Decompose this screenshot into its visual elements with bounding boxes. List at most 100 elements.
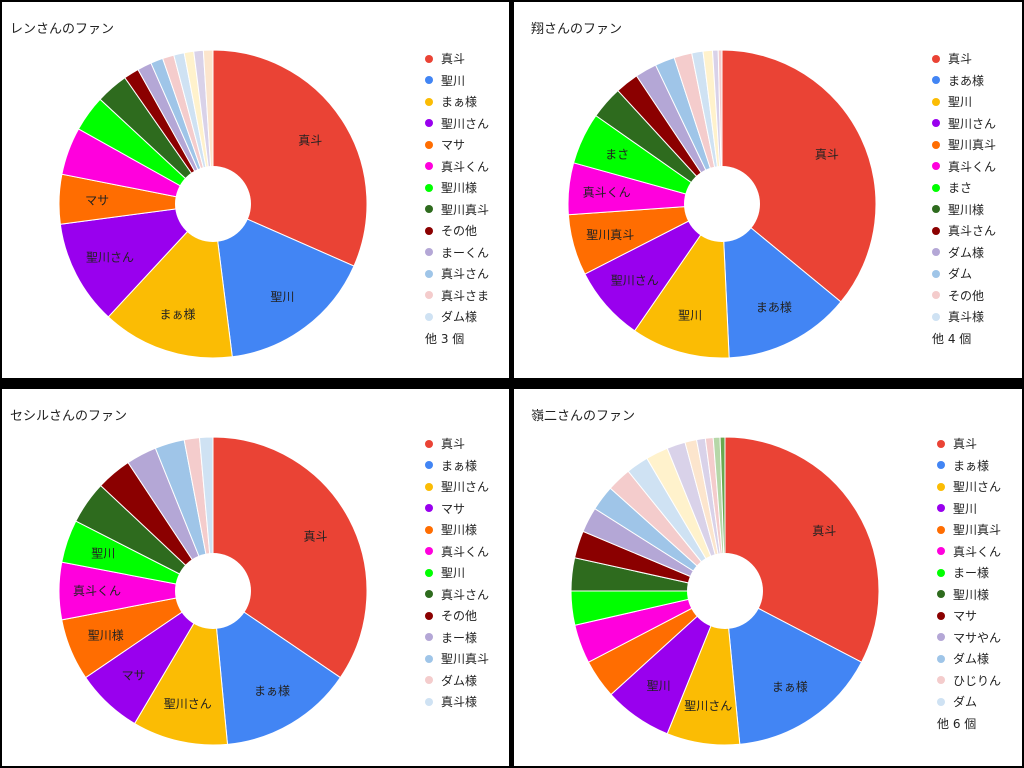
legend-item: まぁ様	[425, 91, 489, 113]
legend-label: 聖川真斗	[953, 523, 1002, 538]
legend-label: 聖川様	[953, 587, 990, 602]
legend-item: 真斗	[425, 433, 489, 455]
legend-label: 真斗さま	[441, 288, 490, 303]
legend-swatch	[932, 54, 940, 63]
legend-swatch	[425, 697, 433, 706]
legend-item: まさ	[932, 177, 996, 199]
legend-swatch	[932, 269, 940, 278]
legend-item: 聖川さん	[425, 476, 489, 498]
chart-legend: 真斗 まぁ様 聖川さん 聖川 聖川真斗 真斗くん まー様 聖川様 マサ マサやん ダム様 ひじりん ダム…	[937, 433, 1001, 734]
slice-label: 真斗	[298, 134, 322, 148]
legend-swatch	[932, 119, 940, 128]
legend-label: 真斗様	[948, 310, 985, 325]
legend-swatch	[937, 525, 945, 534]
legend-label: 聖川様	[441, 523, 478, 538]
legend-item: 真斗様	[425, 691, 489, 713]
legend-label: まぁ様	[953, 458, 990, 473]
legend-item: 聖川さん	[425, 113, 489, 135]
chart-panel-reiji: 嶺二さんのファン 真斗 まぁ様 聖川さん 聖川 真斗 まぁ様 聖川さん 聖川 聖川真斗 真斗くん…	[514, 389, 1022, 766]
legend-swatch	[425, 183, 433, 192]
legend-item: 真斗くん	[425, 541, 489, 563]
legend-more-count: 他 4 個	[932, 331, 972, 346]
legend-swatch	[425, 547, 433, 556]
legend-label: 真斗さん	[948, 224, 997, 239]
legend-item: 聖川真斗	[937, 519, 1001, 541]
slice-label: 聖川真斗	[586, 228, 634, 242]
legend-item: 聖川様	[937, 584, 1001, 606]
legend-swatch	[425, 568, 433, 577]
slice-label: まさ	[605, 148, 629, 162]
pie-slice	[202, 49, 214, 205]
legend-item: 聖川	[932, 91, 996, 113]
chart-panel-cecil: セシルさんのファン 真斗 まぁ様 聖川さん マサ 聖川様 真斗くん 聖川 真斗 まぁ様 聖川さん…	[2, 389, 509, 766]
slice-label: 真斗	[815, 148, 839, 162]
slice-label: 真斗	[303, 530, 327, 544]
chart-title: レンさんのファン	[10, 22, 115, 37]
legend-swatch	[937, 482, 945, 491]
legend-item: 聖川	[937, 498, 1001, 520]
legend-label: まあ様	[948, 73, 985, 88]
slice-label: 真斗くん	[73, 584, 121, 598]
slice-label: まぁ様	[772, 680, 808, 694]
slice-label: マサ	[85, 193, 109, 207]
legend-swatch	[425, 248, 433, 257]
slice-label: 聖川さん	[164, 697, 212, 711]
chart-panel-sho: 翔さんのファン 真斗 まあ様 聖川 聖川さん 聖川真斗 真斗くん まさ 真斗 まあ様 聖川 聖川さ…	[514, 2, 1022, 378]
legend-label: ダム様	[441, 310, 478, 325]
legend-label: 聖川	[948, 95, 973, 110]
legend-label: 聖川さん	[441, 480, 490, 495]
chart-legend: 真斗 聖川 まぁ様 聖川さん マサ 真斗くん 聖川様 聖川真斗 その他 まーくん 真斗さん 真斗さまダ…	[425, 48, 489, 349]
legend-label: 聖川様	[948, 202, 985, 217]
legend-label: 聖川真斗	[441, 652, 490, 667]
chart-title: 翔さんのファン	[531, 22, 623, 37]
legend-label: 真斗くん	[948, 159, 997, 174]
legend-item: 真斗くん	[425, 156, 489, 178]
legend-swatch	[425, 590, 433, 599]
pie-slice	[212, 203, 355, 358]
slice-label: まぁ様	[159, 307, 195, 321]
legend-item: ダム	[932, 263, 996, 285]
legend-label: 真斗様	[441, 695, 478, 710]
slice-label: 聖川様	[88, 628, 124, 642]
pie-slice	[212, 436, 368, 679]
legend-swatch	[937, 654, 945, 663]
legend-item: 真斗	[932, 48, 996, 70]
chart-title: 嶺二さんのファン	[531, 409, 636, 424]
pie-slice	[633, 202, 730, 359]
legend-label: まさ	[948, 181, 973, 196]
legend-label: 聖川真斗	[948, 138, 997, 153]
legend-swatch	[425, 439, 433, 448]
pie-slice	[724, 590, 863, 745]
slice-label: 真斗	[812, 524, 836, 538]
legend-item: マサ	[937, 605, 1001, 627]
legend-swatch	[425, 269, 433, 278]
legend-swatch	[425, 611, 433, 620]
legend-label: まー様	[953, 566, 990, 581]
legend-swatch	[425, 676, 433, 685]
legend-item: マサ	[425, 134, 489, 156]
legend-swatch	[937, 547, 945, 556]
legend-label: まぁ様	[441, 95, 478, 110]
pie-slice	[212, 589, 342, 745]
slice-label: 聖川	[270, 290, 294, 304]
legend-item: 聖川さん	[932, 113, 996, 135]
legend-swatch	[932, 97, 940, 106]
legend-label: ダム様	[953, 652, 990, 667]
legend-swatch	[425, 140, 433, 149]
legend-label: その他	[441, 609, 478, 624]
legend-swatch	[932, 248, 940, 257]
legend-item: マサやん	[937, 627, 1001, 649]
legend-label: 真斗	[441, 52, 466, 67]
legend-swatch	[937, 633, 945, 642]
legend-label: 真斗さん	[441, 587, 490, 602]
legend-swatch	[425, 162, 433, 171]
pie-slice	[198, 436, 214, 592]
chart-legend: 真斗 まぁ様 聖川さん マサ 聖川様 真斗くん 聖川 真斗さん その他 まー様 聖川真斗 ダム様 真斗様	[425, 433, 489, 713]
pie-slice	[719, 436, 726, 592]
legend-item: ひじりん	[937, 670, 1001, 692]
slice-label: 聖川	[678, 309, 702, 323]
slice-label: 聖川さん	[86, 250, 134, 264]
legend-item: ダム	[937, 691, 1001, 713]
legend-item: まぁ様	[425, 455, 489, 477]
